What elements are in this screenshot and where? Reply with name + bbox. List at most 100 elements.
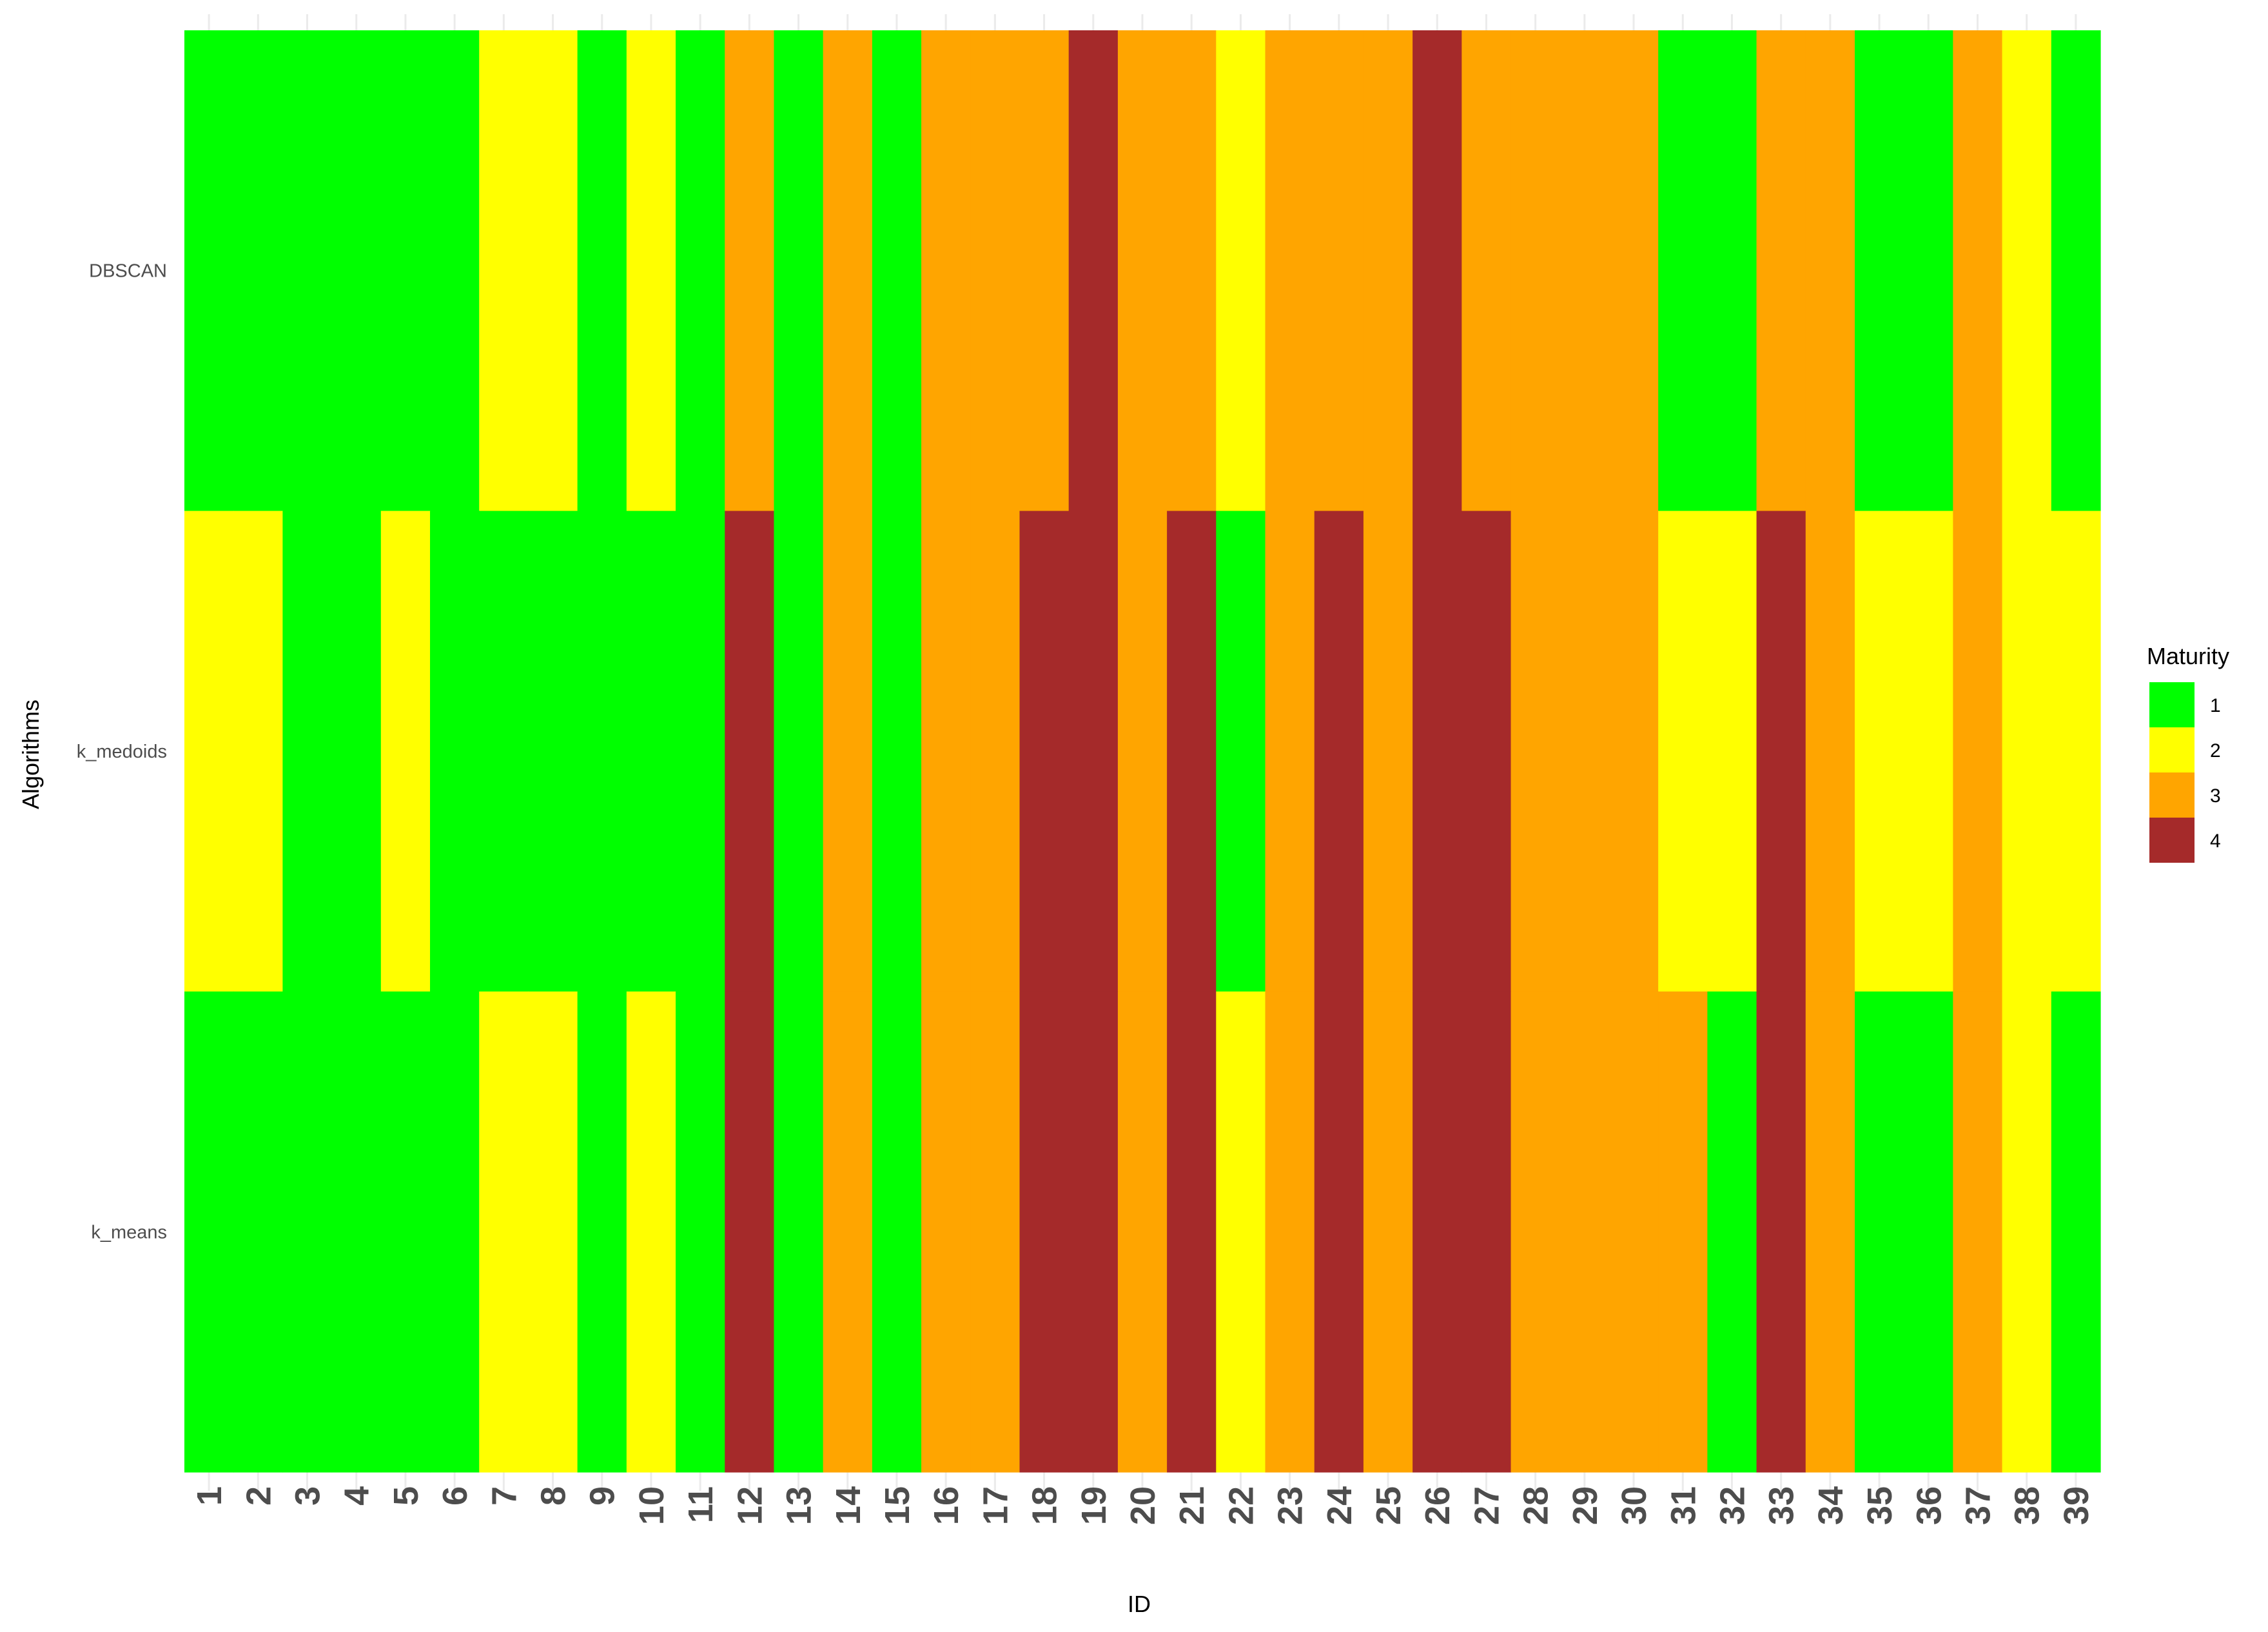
heatmap-cell [1461,991,1512,1473]
heatmap-cell [872,30,922,511]
heatmap-cell [774,30,824,511]
x-tick-label: 22 [1222,1486,1260,1525]
heatmap-cell [1953,30,2003,511]
x-tick-label: 8 [534,1486,573,1506]
heatmap-cell [528,991,578,1473]
heatmap-cells [184,30,2101,1473]
heatmap-cell [1559,991,1610,1473]
x-tick-label: 10 [632,1486,671,1525]
heatmap-cell [1167,511,1217,992]
heatmap-cell [1363,30,1413,511]
heatmap-cell [2002,30,2052,511]
x-tick-label: 11 [681,1486,720,1523]
x-tick-label: 27 [1467,1486,1506,1525]
heatmap-cell [823,511,873,992]
heatmap-cell [626,511,676,992]
heatmap-cell [528,30,578,511]
heatmap-cell [676,511,725,992]
y-axis-title: Algorithms [17,700,44,809]
heatmap-cell [1117,30,1168,511]
x-tick-label: 4 [338,1486,376,1506]
heatmap-cell [1658,511,1708,992]
x-tick-label: 15 [878,1486,917,1525]
x-tick-label: 5 [387,1486,425,1506]
heatmap-cell [872,511,922,992]
heatmap-cell [1559,30,1610,511]
x-tick-label: 20 [1124,1486,1162,1525]
heatmap-cell [331,991,382,1473]
heatmap-cell [282,30,333,511]
heatmap-cell [725,511,775,992]
heatmap-cell [184,511,234,992]
x-tick-label: 18 [1026,1486,1064,1525]
x-tick-label: 14 [829,1486,868,1525]
heatmap-cell [1216,991,1266,1473]
heatmap-cell [1265,30,1315,511]
x-tick-label: 37 [1959,1486,1997,1525]
heatmap-cell [1413,30,1462,511]
heatmap-cell [1117,511,1168,992]
x-tick-label: 29 [1566,1486,1605,1525]
heatmap-cell [1413,511,1462,992]
x-tick-label: 12 [730,1486,769,1525]
heatmap-cell [1805,30,1855,511]
legend-title: Maturity [2147,643,2229,669]
legend-label: 1 [2210,695,2221,716]
x-tick-label: 33 [1763,1486,1801,1525]
heatmap-cell [479,30,529,511]
legend-key-2 [2149,727,2195,772]
x-tick-label: 38 [2008,1486,2047,1525]
heatmap-cell [1461,30,1512,511]
heatmap-cell [1019,991,1070,1473]
heatmap-cell [970,991,1021,1473]
heatmap-cell [380,991,431,1473]
heatmap-cell [2051,991,2101,1473]
heatmap-cell [1510,991,1561,1473]
heatmap-cell [1805,991,1855,1473]
x-tick-label: 21 [1173,1486,1211,1525]
x-tick-label: 25 [1369,1486,1408,1525]
heatmap-cell [380,511,431,992]
x-tick-label: 31 [1664,1486,1703,1525]
x-axis-title: ID [1128,1591,1151,1617]
heatmap-cell [1707,991,1757,1473]
heatmap-cell [1559,511,1610,992]
heatmap-cell [725,30,775,511]
heatmap-cell [1854,511,1904,992]
x-tick-label: 28 [1517,1486,1556,1525]
heatmap-cell [282,991,333,1473]
heatmap-cell [823,991,873,1473]
heatmap-cell [184,991,234,1473]
heatmap-cell [921,511,971,992]
y-tick-label: k_medoids [77,742,167,762]
x-tick-label: 19 [1075,1486,1113,1525]
x-tick-label: 13 [780,1486,819,1525]
heatmap-cell [921,991,971,1473]
heatmap-cell [1068,991,1119,1473]
legend-key-3 [2149,772,2195,818]
heatmap-cell [626,30,676,511]
heatmap-cell [676,991,725,1473]
heatmap-cell [774,511,824,992]
x-tick-label: 35 [1861,1486,1899,1525]
heatmap-cell [1314,991,1364,1473]
heatmap-cell [725,991,775,1473]
heatmap-cell [1953,991,2003,1473]
heatmap-cell [1363,991,1413,1473]
x-axis-tick-labels: 1 2 3 4 5 6 7 8 9 10 11 12 13 14 15 16 17 18 19 20 21 22 23 24 2… [190,1486,2096,1525]
heatmap-cell [430,991,480,1473]
x-tick-label: 39 [2057,1486,2096,1525]
heatmap-cell [1510,511,1561,992]
heatmap-cell [2051,511,2101,992]
heatmap-cell [1265,991,1315,1473]
x-tick-label: 1 [190,1486,229,1506]
heatmap-cell [331,30,382,511]
heatmap-cell [626,991,676,1473]
heatmap-cell [1363,511,1413,992]
legend-label: 3 [2210,785,2221,807]
heatmap-cell [970,30,1021,511]
heatmap-cell [1413,991,1462,1473]
heatmap-cell [380,30,431,511]
heatmap-cell [1707,30,1757,511]
